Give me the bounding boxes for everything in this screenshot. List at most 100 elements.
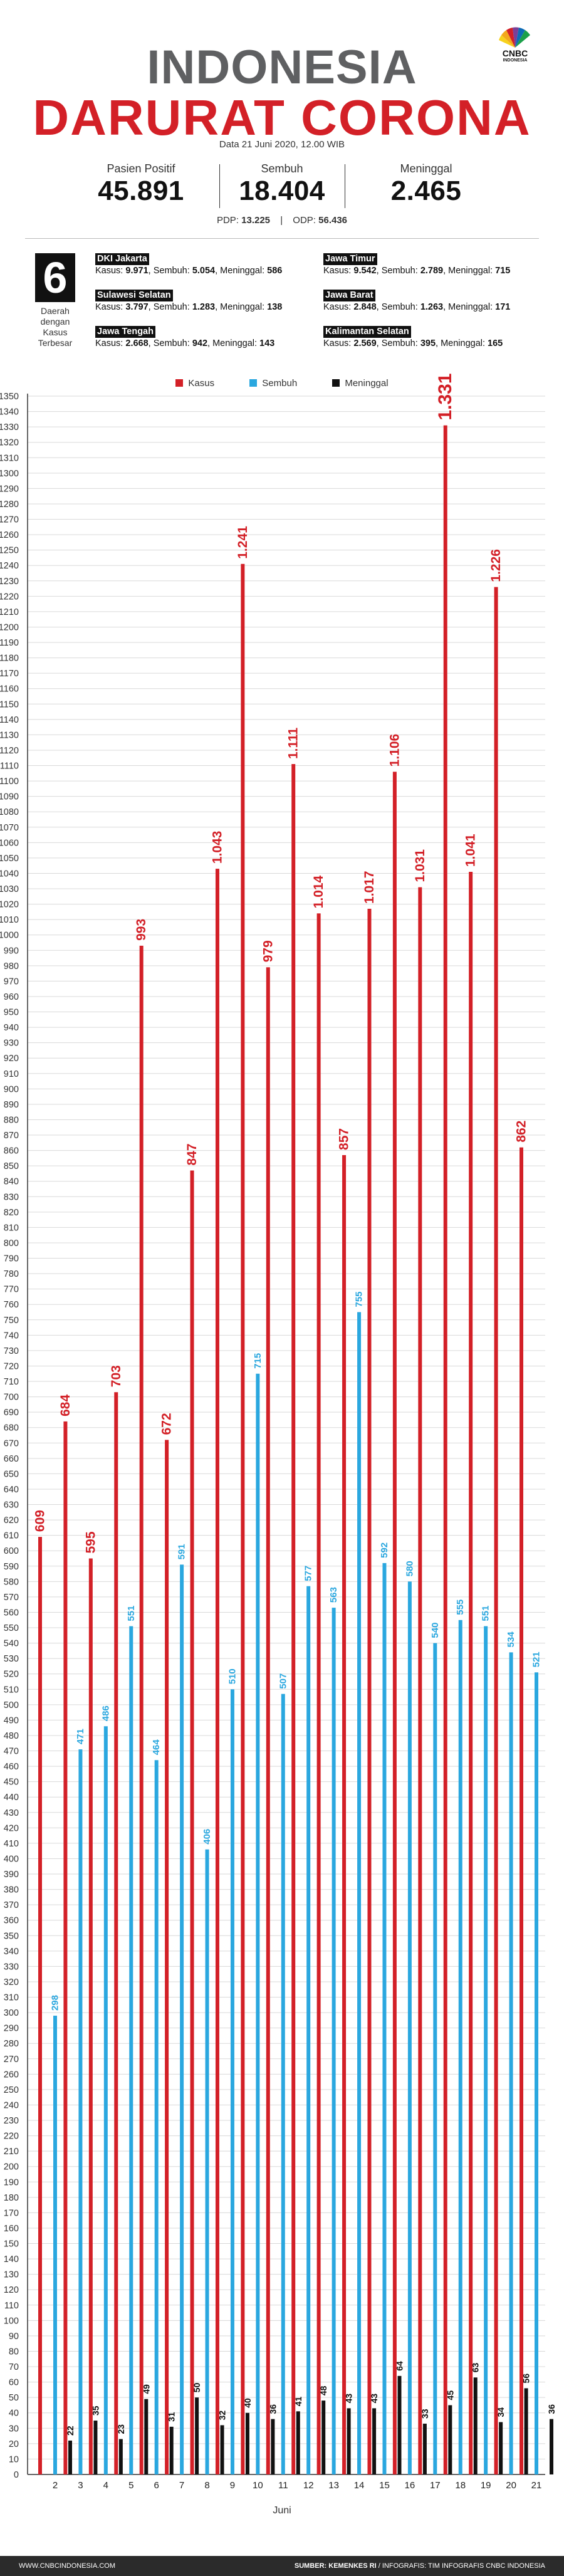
y-tick-label: 1120: [0, 746, 19, 756]
data-label-sembuh: 471: [75, 1729, 86, 1744]
y-tick-label: 810: [4, 1223, 19, 1233]
data-label-meninggal: 31: [167, 2412, 177, 2422]
y-tick-label: 340: [4, 1947, 19, 1957]
y-tick-label: 60: [9, 2378, 19, 2388]
bar-sembuh: [458, 1620, 462, 2474]
y-tick-label: 740: [4, 1331, 19, 1341]
y-tick-label: 770: [4, 1285, 19, 1295]
data-label-sembuh: 521: [531, 1652, 542, 1667]
bar-kasus: [443, 425, 447, 2474]
data-label-kasus: 1.226: [489, 549, 503, 582]
y-tick-label: 600: [4, 1546, 19, 1556]
y-tick-label: 1020: [0, 900, 19, 910]
y-tick-label: 490: [4, 1715, 19, 1725]
y-tick-label: 20: [9, 2439, 19, 2449]
data-label-meninggal: 32: [217, 2411, 227, 2421]
y-tick-label: 970: [4, 976, 19, 987]
stat-divider: [219, 164, 220, 208]
logo-wordmark: CNBC: [502, 48, 528, 58]
legend-item-sembuh: Sembuh: [249, 378, 297, 389]
y-tick-label: 450: [4, 1778, 19, 1788]
y-tick-label: 1290: [0, 484, 19, 494]
x-tick-label: 11: [278, 2480, 288, 2491]
y-tick-label: 440: [4, 1793, 19, 1803]
data-labels: 609 298 22 684 471 35 595 486 23 703 551 49 993 464 31…: [33, 374, 557, 2436]
bar-sembuh: [256, 1373, 260, 2474]
y-tick-label: 670: [4, 1438, 19, 1448]
y-tick-label: 820: [4, 1208, 19, 1218]
y-tick-label: 400: [4, 1854, 19, 1864]
x-tick-label: 15: [379, 2480, 390, 2491]
y-tick-label: 1040: [0, 869, 19, 879]
data-label-kasus: 672: [160, 1413, 174, 1435]
pdp-label: PDP:: [216, 215, 239, 226]
y-tick-label: 1220: [0, 592, 19, 602]
y-tick-label: 1050: [0, 854, 19, 864]
footer-bar: WWW.CNBCINDONESIA.COM SUMBER: KEMENKES R…: [0, 2556, 564, 2576]
y-tick-label: 70: [9, 2362, 19, 2372]
region-name: Jawa Barat: [323, 290, 375, 301]
bar-kasus: [241, 563, 245, 2474]
bar-sembuh: [535, 1672, 538, 2474]
y-tick-label: 570: [4, 1593, 19, 1603]
bar-sembuh: [205, 1849, 209, 2474]
x-axis-label: Juni: [273, 2505, 291, 2516]
y-tick-label: 290: [4, 2024, 19, 2034]
y-tick-label: 110: [4, 2301, 19, 2311]
data-label-sembuh: 551: [126, 1606, 137, 1621]
data-label-kasus: 1.031: [413, 849, 427, 882]
y-tick-label: 750: [4, 1316, 19, 1326]
y-tick-label: 780: [4, 1269, 19, 1279]
y-tick-label: 320: [4, 1977, 19, 1987]
bar-kasus: [139, 945, 144, 2474]
y-tick-label: 790: [4, 1254, 19, 1264]
y-tick-label: 310: [4, 1993, 19, 2003]
y-tick-label: 550: [4, 1623, 19, 1633]
y-tick-label: 980: [4, 961, 19, 971]
y-tick-label: 1350: [0, 392, 19, 402]
y-tick-label: 200: [4, 2162, 19, 2172]
data-label-kasus: 1.041: [464, 834, 478, 867]
y-tick-label: 210: [4, 2147, 19, 2157]
y-tick-label: 1160: [0, 684, 19, 694]
data-label-sembuh: 510: [227, 1668, 238, 1684]
bar-meninggal: [296, 2411, 300, 2474]
data-label-sembuh: 464: [151, 1739, 162, 1756]
y-tick-label: 10: [9, 2454, 19, 2464]
y-tick-label: 800: [4, 1238, 19, 1249]
data-label-meninggal: 36: [546, 2404, 556, 2414]
region-count-block: 6 Daerah dengan Kasus Terbesar: [30, 253, 80, 348]
data-label-kasus: 857: [337, 1128, 352, 1150]
y-tick-label: 220: [4, 2132, 19, 2142]
y-tick-label: 1210: [0, 607, 19, 617]
x-tick-label: 2: [53, 2480, 58, 2491]
stat-positive: Pasien Positif 45.891: [78, 162, 204, 207]
bar-sembuh: [332, 1608, 336, 2474]
bar-meninggal: [550, 2419, 553, 2474]
chart-legend: Kasus Sembuh Meninggal: [0, 378, 564, 389]
y-tick-label: 760: [4, 1300, 19, 1310]
bars: [38, 425, 553, 2475]
bar-kasus: [342, 1154, 347, 2474]
bar-kasus: [165, 1440, 169, 2474]
y-tick-label: 1060: [0, 838, 19, 848]
odp-label: ODP:: [293, 215, 316, 226]
bar-meninggal: [499, 2422, 503, 2474]
bar-kasus: [88, 1558, 93, 2474]
data-label-sembuh: 534: [506, 1631, 516, 1648]
y-tick-label: 360: [4, 1916, 19, 1926]
x-tick-label: 20: [506, 2480, 516, 2491]
bar-meninggal: [271, 2419, 275, 2474]
region-name: DKI Jakarta: [95, 253, 149, 265]
stat-label: Pasien Positif: [107, 162, 175, 175]
y-tick-label: 170: [4, 2208, 19, 2218]
y-tick-label: 180: [4, 2193, 19, 2203]
y-tick-label: 350: [4, 1931, 19, 1941]
data-label-kasus: 703: [109, 1365, 123, 1387]
y-tick-label: 1320: [0, 438, 19, 448]
data-label-meninggal: 43: [344, 2394, 354, 2404]
y-tick-label: 1070: [0, 823, 19, 833]
x-tick-label: 19: [481, 2480, 491, 2491]
y-tick-label: 140: [4, 2254, 19, 2264]
odp-value: 56.436: [318, 215, 348, 226]
